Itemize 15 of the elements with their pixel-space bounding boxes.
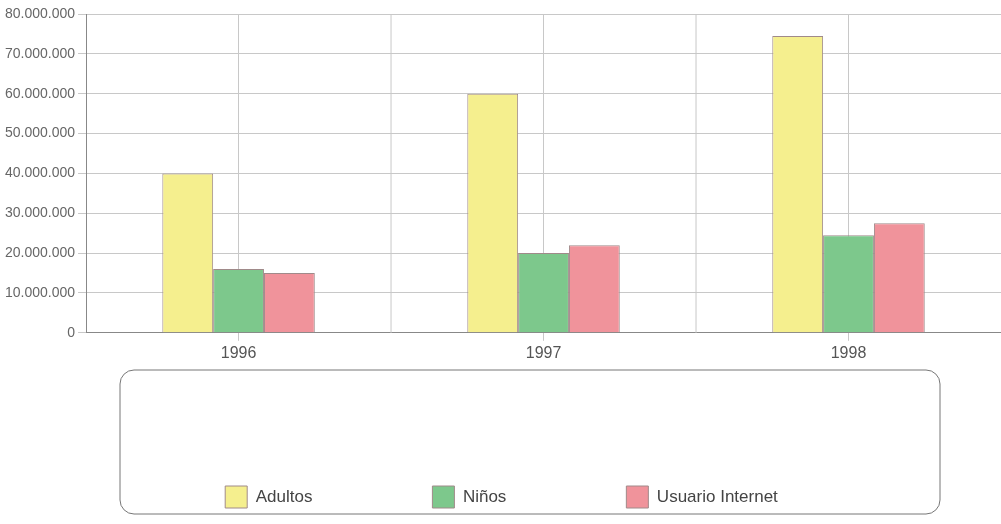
y-tick-label: 0 [67, 323, 76, 340]
legend-label: Usuario Internet [656, 486, 779, 506]
y-tick-label: 80.000.000 [4, 4, 76, 21]
x-tick-label: 1998 [830, 343, 867, 361]
y-tick-label: 50.000.000 [4, 124, 76, 141]
legend-label: Adultos [255, 486, 313, 506]
y-tick-label: 30.000.000 [4, 204, 76, 221]
y-tick-label: 20.000.000 [4, 243, 76, 260]
x-tick-label: 1997 [525, 343, 562, 361]
y-tick-label: 70.000.000 [4, 44, 76, 61]
x-tick-label: 1996 [220, 343, 257, 361]
y-tick-label: 10.000.000 [4, 283, 76, 300]
legend-label: Niños [462, 486, 507, 506]
y-tick-label: 60.000.000 [4, 84, 76, 101]
y-tick-label: 40.000.000 [4, 164, 76, 181]
